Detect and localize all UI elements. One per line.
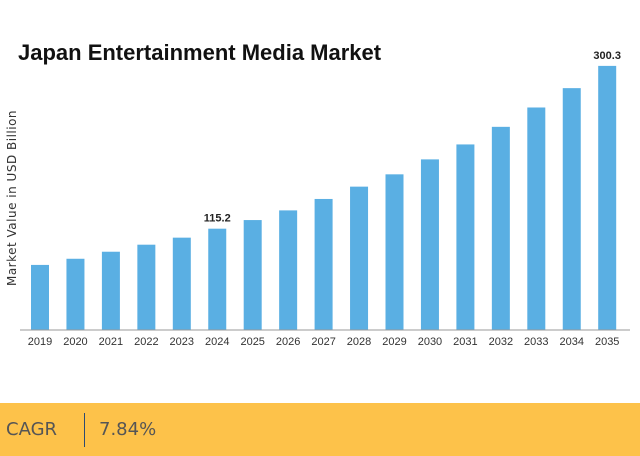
bar-2022 [137,244,156,330]
x-tick-label: 2035 [595,336,619,348]
bar-2030 [420,159,439,330]
x-tick-label: 2027 [311,336,335,348]
bar-2033 [527,107,546,331]
x-tick-label: 2020 [63,336,87,348]
data-label-2035: 300.3 [593,50,621,62]
cagr-value: 7.84% [99,419,157,440]
data-label-2024: 115.2 [204,213,231,225]
x-tick-label: 2025 [240,336,264,348]
bar-2029 [385,174,404,330]
x-tick-label: 2033 [524,336,548,348]
x-tick-label: 2028 [347,336,371,348]
y-axis-label: Market Value in USD Billion [5,110,19,286]
bar-2035 [598,65,617,330]
bar-2031 [456,144,475,330]
bar-2020 [66,258,85,330]
x-tick-label: 2023 [170,336,194,348]
bar-2024 [208,228,227,330]
x-tick-label: 2024 [205,336,229,348]
x-tick-label: 2034 [560,336,584,348]
x-tick-label: 2030 [418,336,442,348]
bar-chart: Japan Entertainment Media Market Market … [5,40,630,348]
cagr-label: CAGR [6,419,58,440]
bar-2026 [279,210,298,330]
bar-2027 [314,198,333,330]
bar-2023 [172,237,191,330]
bar-2025 [243,220,262,330]
x-tick-label: 2032 [489,336,513,348]
x-tick-label: 2031 [453,336,477,348]
x-tick-label: 2029 [382,336,406,348]
bar-2034 [562,88,581,330]
bar-2032 [491,126,510,330]
x-tick-label: 2019 [28,336,52,348]
x-tick-label: 2022 [134,336,158,348]
bar-2019 [31,264,49,330]
x-tick-label: 2026 [276,336,300,348]
cagr-bar: CAGR 7.84% [0,403,640,456]
chart-title: Japan Entertainment Media Market [18,40,382,65]
bar-2028 [350,186,369,330]
cagr-divider [84,412,85,447]
bar-2021 [101,251,120,330]
x-tick-label: 2021 [99,336,123,348]
